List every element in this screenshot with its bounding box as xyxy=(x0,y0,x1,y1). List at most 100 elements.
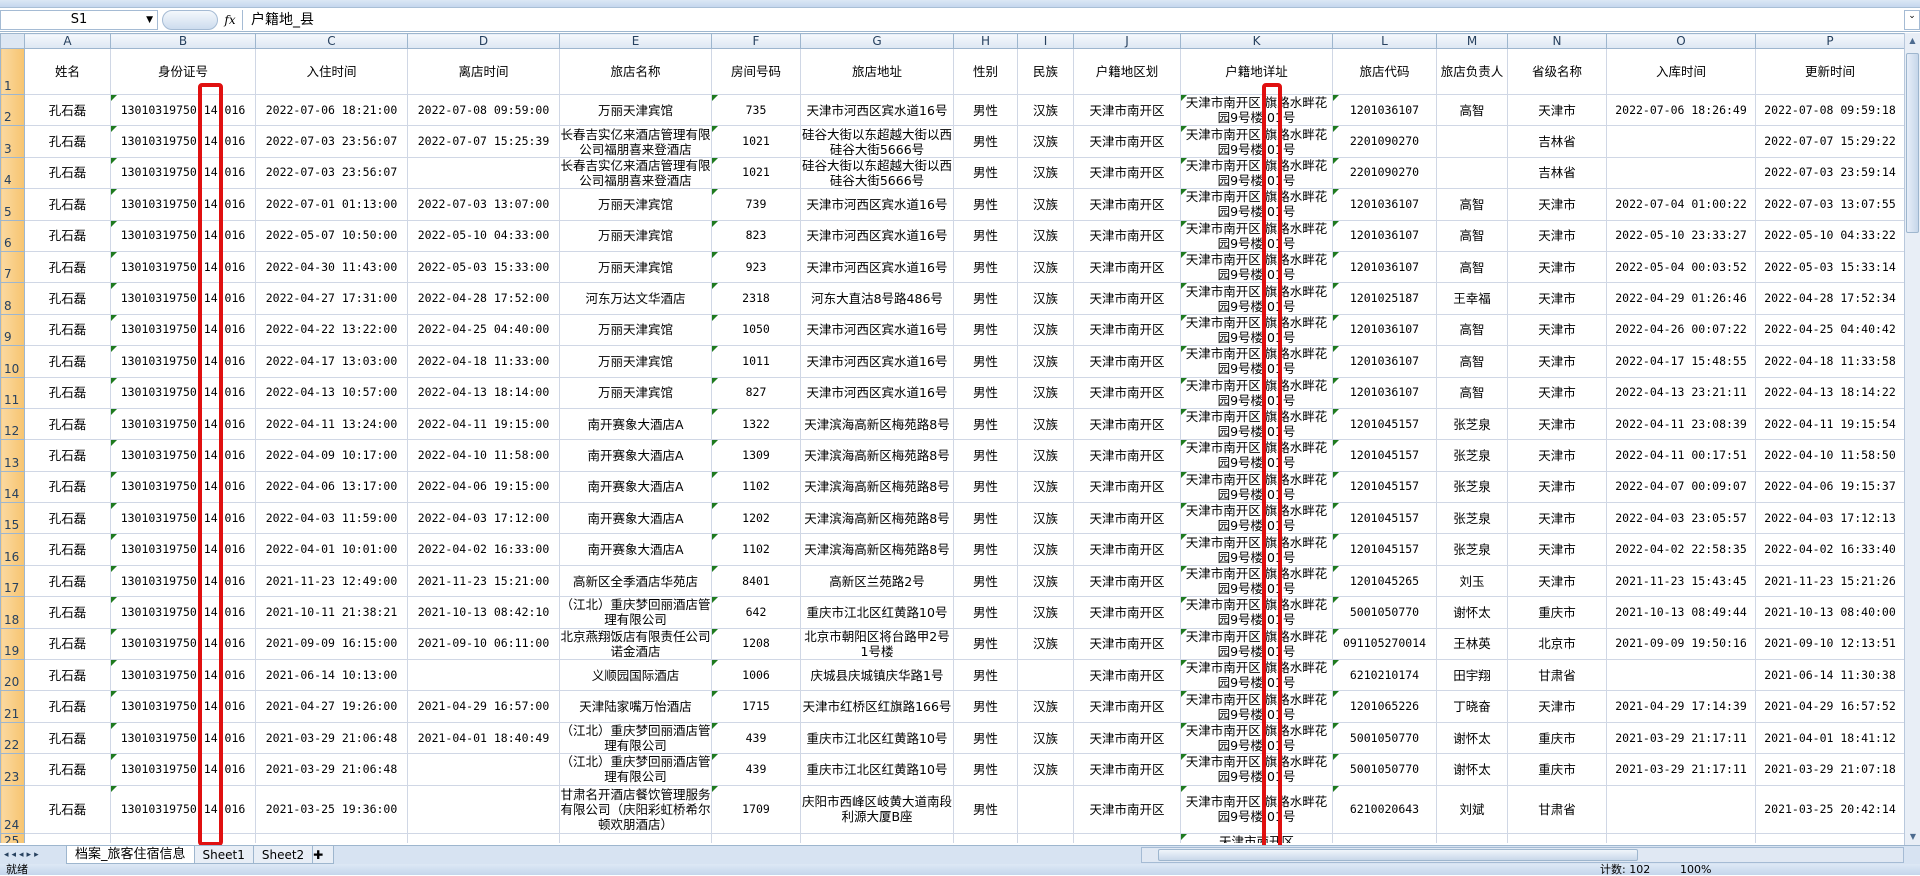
cell-G[interactable]: 重庆市江北区红黄路10号 xyxy=(800,753,954,786)
column-header-J[interactable]: J xyxy=(1073,33,1181,49)
cell-C[interactable]: 2022-04-09 10:17:00 xyxy=(255,439,408,472)
cell-I[interactable] xyxy=(1017,659,1074,692)
cell-P[interactable] xyxy=(1755,832,1904,843)
cell-A[interactable]: 孔石磊 xyxy=(24,470,111,504)
column-header-I[interactable]: I xyxy=(1017,33,1074,49)
cell-J[interactable] xyxy=(1073,832,1181,843)
cell-A[interactable]: 孔石磊 xyxy=(24,564,111,598)
cell-D[interactable]: 2022-04-06 19:15:00 xyxy=(407,470,560,504)
cell-A[interactable]: 孔石磊 xyxy=(24,533,111,566)
cell-C[interactable]: 2022-07-03 23:56:07 xyxy=(255,125,408,158)
row-header[interactable]: 6 xyxy=(0,219,25,252)
cell-I[interactable]: 汉族 xyxy=(1017,627,1074,661)
cell-H[interactable]: 男性 xyxy=(953,313,1018,347)
cell-B[interactable] xyxy=(110,832,256,843)
cell-P[interactable]: 2021-10-13 08:40:00 xyxy=(1755,596,1904,629)
row-header[interactable]: 25 xyxy=(0,832,25,843)
cell-E[interactable]: 长春吉实亿来酒店管理有限公司福朋喜来登酒店 xyxy=(559,156,712,190)
cell-N[interactable]: 吉林省 xyxy=(1507,125,1607,158)
header-cell[interactable]: 入库时间 xyxy=(1606,48,1756,95)
horizontal-scrollbar[interactable] xyxy=(1141,847,1904,863)
cell-M[interactable]: 谢怀太 xyxy=(1436,596,1508,629)
cell-G[interactable]: 天津滨海高新区梅苑路8号 xyxy=(800,407,954,441)
cell-P[interactable]: 2021-04-01 18:41:12 xyxy=(1755,721,1904,755)
cell-P[interactable]: 2021-04-29 16:57:52 xyxy=(1755,690,1904,723)
column-header-F[interactable]: F xyxy=(711,33,801,49)
cell-M[interactable]: 王幸福 xyxy=(1436,282,1508,315)
row-header[interactable]: 1 xyxy=(0,48,25,95)
cell-O[interactable]: 2022-05-10 23:33:27 xyxy=(1606,219,1756,252)
cell-K[interactable]: 天津市南开区 旗路水畔花园9号楼 01号 xyxy=(1180,470,1333,504)
cell-O[interactable] xyxy=(1606,832,1756,843)
cell-M[interactable]: 王林英 xyxy=(1436,627,1508,661)
cell-A[interactable]: 孔石磊 xyxy=(24,313,111,347)
cell-A[interactable]: 孔石磊 xyxy=(24,376,111,409)
cell-F[interactable]: 1021 xyxy=(711,125,801,158)
cell-D[interactable] xyxy=(407,832,560,843)
cell-L[interactable]: 1201045157 xyxy=(1332,439,1437,472)
cell-L[interactable]: 1201045157 xyxy=(1332,407,1437,441)
column-header-N[interactable]: N xyxy=(1507,33,1607,49)
row-header[interactable]: 24 xyxy=(0,784,25,834)
cell-E[interactable]: 河东万达文华酒店 xyxy=(559,282,712,315)
row-header[interactable]: 11 xyxy=(0,376,25,409)
cell-C[interactable]: 2022-04-22 13:22:00 xyxy=(255,313,408,347)
cell-D[interactable]: 2022-04-13 18:14:00 xyxy=(407,376,560,409)
cell-O[interactable]: 2022-04-02 22:58:35 xyxy=(1606,533,1756,566)
cell-F[interactable] xyxy=(711,832,801,843)
cell-B[interactable]: 13010319750 14 016 xyxy=(110,690,256,723)
cell-C[interactable]: 2022-07-06 18:21:00 xyxy=(255,93,408,127)
cell-J[interactable]: 天津市南开区 xyxy=(1073,627,1181,661)
cell-D[interactable] xyxy=(407,753,560,786)
cell-O[interactable] xyxy=(1606,784,1756,834)
cell-P[interactable]: 2021-03-25 20:42:14 xyxy=(1755,784,1904,834)
cell-P[interactable]: 2022-04-28 17:52:34 xyxy=(1755,282,1904,315)
cell-F[interactable]: 827 xyxy=(711,376,801,409)
cell-F[interactable]: 735 xyxy=(711,93,801,127)
cell-C[interactable]: 2022-07-03 23:56:07 xyxy=(255,156,408,190)
cell-K[interactable]: 天津市南开区 旗路水畔花园9号楼 01号 xyxy=(1180,125,1333,158)
cell-I[interactable] xyxy=(1017,832,1074,843)
cell-B[interactable]: 13010319750 14 016 xyxy=(110,125,256,158)
cell-P[interactable]: 2022-07-07 15:29:22 xyxy=(1755,125,1904,158)
cell-O[interactable]: 2021-11-23 15:43:45 xyxy=(1606,564,1756,598)
cell-N[interactable]: 天津市 xyxy=(1507,502,1607,535)
header-cell[interactable]: 身份证号 xyxy=(110,48,256,95)
cell-D[interactable]: 2022-04-10 11:58:00 xyxy=(407,439,560,472)
header-cell[interactable]: 民族 xyxy=(1017,48,1074,95)
cell-A[interactable]: 孔石磊 xyxy=(24,784,111,834)
cell-A[interactable]: 孔石磊 xyxy=(24,439,111,472)
cell-I[interactable]: 汉族 xyxy=(1017,596,1074,629)
cell-B[interactable]: 13010319750 14 016 xyxy=(110,188,256,221)
cell-M[interactable] xyxy=(1436,125,1508,158)
cell-I[interactable]: 汉族 xyxy=(1017,345,1074,378)
cell-E[interactable]: （江北）重庆梦回丽酒店管理有限公司 xyxy=(559,721,712,755)
cell-G[interactable]: 天津滨海高新区梅苑路8号 xyxy=(800,533,954,566)
cell-D[interactable]: 2022-04-28 17:52:00 xyxy=(407,282,560,315)
cell-L[interactable]: 1201025187 xyxy=(1332,282,1437,315)
sheet-tab-0[interactable]: 档案_旅客住宿信息 xyxy=(66,846,195,864)
header-cell[interactable]: 户籍地详址 xyxy=(1180,48,1333,95)
cell-M[interactable] xyxy=(1436,832,1508,843)
cell-E[interactable]: （江北）重庆梦回丽酒店管理有限公司 xyxy=(559,596,712,629)
cell-A[interactable]: 孔石磊 xyxy=(24,188,111,221)
cell-M[interactable]: 田宇翔 xyxy=(1436,659,1508,692)
cell-I[interactable]: 汉族 xyxy=(1017,188,1074,221)
vertical-scroll-thumb[interactable] xyxy=(1906,53,1919,233)
cell-N[interactable]: 天津市 xyxy=(1507,188,1607,221)
cell-E[interactable]: 南开赛象大酒店A xyxy=(559,470,712,504)
cell-L[interactable]: 1201045157 xyxy=(1332,533,1437,566)
cell-E[interactable] xyxy=(559,832,712,843)
cell-N[interactable]: 重庆市 xyxy=(1507,721,1607,755)
cell-H[interactable]: 男性 xyxy=(953,407,1018,441)
cell-P[interactable]: 2022-04-06 19:15:37 xyxy=(1755,470,1904,504)
cell-I[interactable]: 汉族 xyxy=(1017,219,1074,252)
horizontal-scroll-thumb[interactable] xyxy=(1158,849,1638,861)
cell-C[interactable]: 2022-04-01 10:01:00 xyxy=(255,533,408,566)
cell-H[interactable]: 男性 xyxy=(953,690,1018,723)
cell-J[interactable]: 天津市南开区 xyxy=(1073,502,1181,535)
cell-J[interactable]: 天津市南开区 xyxy=(1073,313,1181,347)
cell-B[interactable]: 13010319750 14 016 xyxy=(110,753,256,786)
cell-H[interactable]: 男性 xyxy=(953,156,1018,190)
cell-C[interactable]: 2021-03-29 21:06:48 xyxy=(255,753,408,786)
